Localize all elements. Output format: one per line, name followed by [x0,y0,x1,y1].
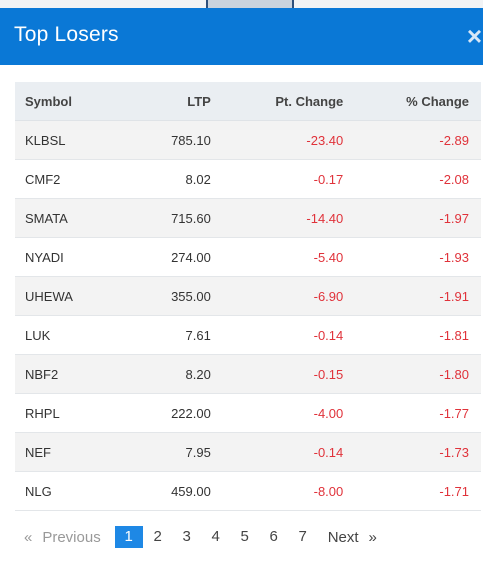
pt-change-cell: -0.14 [210,432,344,472]
table-row: UHEWA 355.00 -6.90 -1.91 [15,276,481,316]
table-body: KLBSL 785.10 -23.40 -2.89 CMF2 8.02 -0.1… [15,120,481,511]
pt-change-cell: -5.40 [210,237,344,277]
table-row: CMF2 8.02 -0.17 -2.08 [15,159,481,199]
pct-change-cell: -1.80 [343,354,481,394]
ltp-cell: 7.95 [132,432,211,472]
pct-change-cell: -1.81 [343,315,481,355]
column-header-symbol: Symbol [15,82,133,121]
pt-change-cell: -6.90 [210,276,344,316]
ltp-cell: 355.00 [132,276,211,316]
table-row: LUK 7.61 -0.14 -1.81 [15,315,481,355]
symbol-cell: NYADI [15,237,133,277]
page-button-4[interactable]: 4 [211,528,220,545]
ltp-cell: 459.00 [132,471,211,511]
previous-page-button: « Previous [24,529,101,546]
symbol-cell: NLG [15,471,133,511]
pt-change-cell: -14.40 [210,198,344,238]
double-chevron-right-icon: » [368,528,377,546]
pt-change-cell: -4.00 [210,393,344,433]
pt-change-cell: -0.14 [210,315,344,355]
pct-change-cell: -1.91 [343,276,481,316]
next-page-button[interactable]: Next » [328,529,377,546]
pt-change-cell: -23.40 [210,120,344,160]
column-header-pt-change: Pt. Change [210,82,344,121]
ltp-cell: 8.02 [132,159,211,199]
pct-change-cell: -1.77 [343,393,481,433]
pct-change-cell: -1.73 [343,432,481,472]
ltp-cell: 715.60 [132,198,211,238]
pct-change-cell: -2.89 [343,120,481,160]
symbol-cell: SMATA [15,198,133,238]
symbol-cell: UHEWA [15,276,133,316]
symbol-cell: LUK [15,315,133,355]
ltp-cell: 785.10 [132,120,211,160]
table-row: NLG 459.00 -8.00 -1.71 [15,471,481,511]
table-row: NBF2 8.20 -0.15 -1.80 [15,354,481,394]
top-losers-table: Symbol LTP Pt. Change % Change KLBSL 785… [15,82,481,511]
table-row: RHPL 222.00 -4.00 -1.77 [15,393,481,433]
ltp-cell: 222.00 [132,393,211,433]
dialog-header: Top Losers × [0,8,483,65]
pct-change-cell: -1.93 [343,237,481,277]
pt-change-cell: -0.17 [210,159,344,199]
page-button-7[interactable]: 7 [298,528,307,545]
table-row: NEF 7.95 -0.14 -1.73 [15,432,481,472]
pct-change-cell: -1.71 [343,471,481,511]
table-row: KLBSL 785.10 -23.40 -2.89 [15,120,481,160]
page-button-2[interactable]: 2 [153,528,162,545]
pct-change-cell: -1.97 [343,198,481,238]
symbol-cell: KLBSL [15,120,133,160]
column-header-ltp: LTP [132,82,211,121]
top-losers-table-container: Symbol LTP Pt. Change % Change KLBSL 785… [15,82,481,511]
dialog-title: Top Losers [14,23,119,46]
page-button-1[interactable]: 1 [114,526,143,548]
table-header-row: Symbol LTP Pt. Change % Change [15,82,481,121]
ltp-cell: 274.00 [132,237,211,277]
background-thumbnail [206,0,294,8]
page-button-6[interactable]: 6 [269,528,278,545]
page-button-5[interactable]: 5 [240,528,249,545]
ltp-cell: 8.20 [132,354,211,394]
symbol-cell: NBF2 [15,354,133,394]
pagination: « Previous 1 2 3 4 5 6 7 Next » [24,525,377,549]
table-row: NYADI 274.00 -5.40 -1.93 [15,237,481,277]
pt-change-cell: -8.00 [210,471,344,511]
pt-change-cell: -0.15 [210,354,344,394]
table-row: SMATA 715.60 -14.40 -1.97 [15,198,481,238]
double-chevron-left-icon: « [24,528,33,546]
symbol-cell: NEF [15,432,133,472]
previous-label: Previous [42,528,101,546]
background-page-strip [0,0,483,8]
ltp-cell: 7.61 [132,315,211,355]
close-icon[interactable]: × [466,21,482,51]
pct-change-cell: -2.08 [343,159,481,199]
next-label: Next [327,528,359,546]
column-header-pct-change: % Change [343,82,481,121]
symbol-cell: CMF2 [15,159,133,199]
symbol-cell: RHPL [15,393,133,433]
page-button-3[interactable]: 3 [182,528,191,545]
